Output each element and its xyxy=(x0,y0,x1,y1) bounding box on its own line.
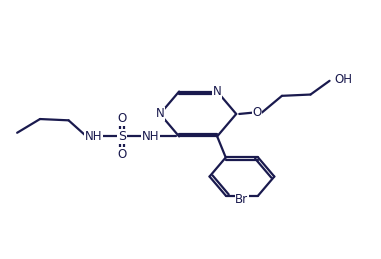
Text: O: O xyxy=(253,106,262,119)
Text: OH: OH xyxy=(335,73,352,86)
Text: NH: NH xyxy=(85,130,102,143)
Text: NH: NH xyxy=(142,130,159,143)
Text: O: O xyxy=(117,112,126,125)
Text: S: S xyxy=(118,130,126,143)
Text: O: O xyxy=(117,148,126,161)
Text: N: N xyxy=(213,85,221,98)
Text: N: N xyxy=(156,107,164,120)
Text: Br: Br xyxy=(235,193,248,206)
